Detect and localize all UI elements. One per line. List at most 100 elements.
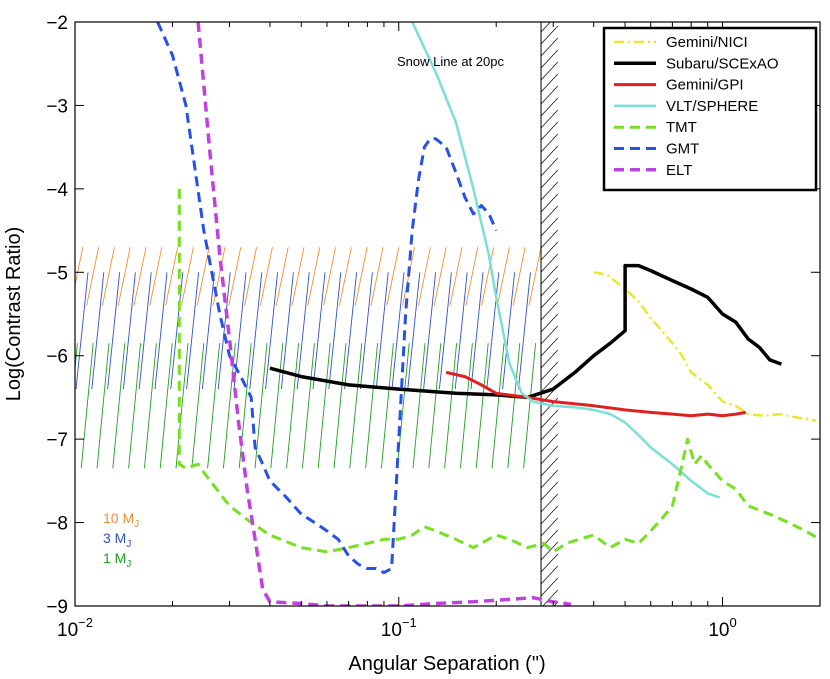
snow-hatch-line <box>540 481 559 501</box>
hatch-line <box>270 343 284 469</box>
hatch-line <box>138 272 152 390</box>
series-line-gemini-nici <box>593 271 817 423</box>
y-tick-label: −3 <box>46 96 68 117</box>
mass-labels: 10 MJ3 MJ1 MJ <box>103 510 139 570</box>
hatch-line <box>107 272 121 390</box>
y-tick-label: −9 <box>46 597 68 618</box>
hatch-line <box>528 247 542 306</box>
hatch-line <box>407 272 421 390</box>
y-tick-label: −5 <box>46 263 68 284</box>
hatch-line <box>459 343 473 469</box>
hatch-line <box>128 343 142 469</box>
hatch-line <box>180 247 194 306</box>
plot-frame <box>74 21 821 607</box>
hatch-line <box>438 272 452 390</box>
mass-region-1 <box>75 247 542 306</box>
hatch-line <box>354 247 368 306</box>
hatch-line <box>117 247 131 306</box>
snow-hatch-line <box>540 145 559 165</box>
snow-hatch-line <box>540 73 559 93</box>
snow-hatch-line <box>541 614 558 632</box>
legend: Gemini/NICI Subaru/SCExAO Gemini/GPI VLT/SP… <box>614 34 779 179</box>
snow-hatch-line <box>540 493 559 513</box>
mass-label-3: 1 MJ <box>103 550 131 570</box>
hatch-line <box>91 272 105 390</box>
hatch-line <box>444 343 458 469</box>
hatch-line <box>423 272 437 390</box>
hatch-line <box>349 343 363 469</box>
hatch-line <box>365 343 379 469</box>
hatch-line <box>80 343 94 469</box>
hatch-line <box>475 343 489 469</box>
hatch-line <box>481 247 495 306</box>
snow-hatch-line <box>540 361 559 381</box>
hatch-line <box>75 247 84 288</box>
hatch-line <box>517 272 531 390</box>
hatch-line <box>375 272 389 390</box>
hatch-line <box>207 343 221 469</box>
snow-hatch-line <box>540 169 559 189</box>
hatch-line <box>112 343 126 469</box>
snow-hatch-line <box>540 373 559 393</box>
legend-box <box>602 26 818 192</box>
hatch-line <box>275 247 289 306</box>
snow-hatch-line <box>540 421 559 441</box>
y-tick-label: −8 <box>46 514 68 535</box>
snow-hatch-line <box>540 22 551 33</box>
hatch-line <box>196 247 210 306</box>
snow-hatch-line <box>540 301 559 321</box>
y-tick-label: −6 <box>46 347 68 368</box>
tick-labels: 10−2 10−1 100 −2 −3 −4 −5 −6 −7 −8 −9 <box>46 13 736 641</box>
snow-hatch-line <box>540 445 559 465</box>
snow-hatch-line <box>540 193 559 213</box>
hatch-line <box>165 247 179 306</box>
hatch-line <box>328 272 342 390</box>
snow-hatch-line <box>540 97 559 117</box>
hatch-line <box>122 272 136 390</box>
snow-hatch-line <box>540 565 559 585</box>
snow-hatch-line <box>540 253 559 273</box>
y-tick-label: −4 <box>46 180 68 201</box>
snow-hatch-line <box>540 217 559 237</box>
legend-label-gmt: GMT <box>666 141 699 158</box>
hatch-line <box>143 343 157 469</box>
y-axis-title: Log(Contrast Ratio) <box>3 227 25 402</box>
legend-label-vlt-sphere: VLT/SPHERE <box>666 98 758 115</box>
legend-label-subaru-scexao: Subaru/SCExAO <box>666 55 779 72</box>
hatch-line <box>486 272 500 390</box>
hatch-line <box>254 343 268 469</box>
hatch-line <box>323 247 337 306</box>
hatch-line <box>286 343 300 469</box>
x-tick-label: 10−1 <box>381 615 417 641</box>
hatch-line <box>312 272 326 390</box>
hatch-line <box>159 343 173 469</box>
snow-hatch-line <box>540 457 559 477</box>
hatch-line <box>433 247 447 306</box>
y-tick-label: −2 <box>46 13 68 34</box>
x-tick-label: 10−2 <box>57 615 93 641</box>
snow-hatch-line <box>540 517 559 537</box>
hatch-line <box>75 272 89 390</box>
hatch-line <box>133 247 147 306</box>
hatch-line <box>507 343 521 469</box>
snow-line-label: Snow Line at 20pc <box>397 54 504 69</box>
snow-hatch-line <box>540 325 559 345</box>
series-line-vlt-sphere <box>411 22 721 499</box>
hatch-line <box>412 343 426 469</box>
snow-hatch-line <box>540 289 559 309</box>
hatch-line <box>60 272 72 389</box>
hatch-line <box>428 343 442 469</box>
snow-hatch-line <box>540 25 559 45</box>
snow-hatch-line <box>542 589 559 606</box>
hatch-line <box>491 343 505 469</box>
hatch-line <box>265 272 279 390</box>
hatch-line <box>370 247 384 306</box>
hatch-line <box>186 272 200 390</box>
snow-hatch-line <box>540 157 559 177</box>
hatch-line <box>454 272 468 390</box>
snow-hatch-line <box>540 229 559 249</box>
hatch-line <box>291 247 305 306</box>
y-tick-label: −7 <box>46 430 68 451</box>
series-line-gmt <box>156 22 498 575</box>
